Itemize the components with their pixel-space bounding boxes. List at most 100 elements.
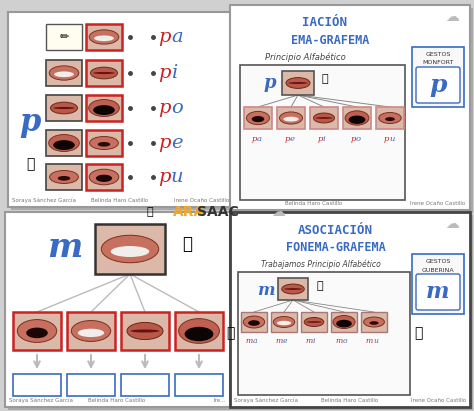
- Bar: [121, 374, 169, 396]
- Ellipse shape: [89, 169, 119, 185]
- Text: 🤜: 🤜: [226, 326, 234, 340]
- Text: Irene Ocaño Castillo: Irene Ocaño Castillo: [411, 398, 466, 403]
- Text: FONEMA-GRAFEMA: FONEMA-GRAFEMA: [286, 240, 385, 254]
- Text: 🧒: 🧒: [182, 235, 192, 253]
- Bar: [13, 312, 61, 350]
- FancyBboxPatch shape: [416, 274, 460, 310]
- Text: Irene Ocaño Castillo: Irene Ocaño Castillo: [410, 201, 465, 206]
- Text: Belinda Haro Castillo: Belinda Haro Castillo: [285, 201, 343, 206]
- Text: a: a: [253, 337, 257, 345]
- Text: 🤛: 🤛: [414, 326, 422, 340]
- Ellipse shape: [369, 321, 379, 325]
- Text: ☁: ☁: [445, 217, 459, 231]
- Text: m: m: [426, 281, 450, 303]
- Text: p: p: [158, 28, 171, 46]
- Ellipse shape: [50, 171, 78, 183]
- Bar: [46, 164, 82, 190]
- Bar: [86, 164, 122, 190]
- Bar: [241, 312, 267, 332]
- Text: Belinda Haro Castillo: Belinda Haro Castillo: [91, 198, 149, 203]
- Bar: [376, 107, 404, 129]
- Ellipse shape: [385, 117, 395, 121]
- Ellipse shape: [313, 113, 335, 123]
- Ellipse shape: [93, 72, 115, 74]
- Ellipse shape: [49, 66, 79, 80]
- Ellipse shape: [316, 117, 332, 119]
- Text: e: e: [283, 337, 288, 345]
- Text: m: m: [336, 337, 343, 345]
- Text: a: a: [257, 135, 262, 143]
- Text: p: p: [383, 135, 389, 143]
- Text: i: i: [313, 337, 316, 345]
- Ellipse shape: [304, 318, 324, 326]
- Bar: [310, 107, 338, 129]
- Bar: [95, 224, 165, 274]
- Bar: [67, 374, 115, 396]
- Text: GESTOS: GESTOS: [425, 51, 451, 56]
- Bar: [86, 60, 122, 86]
- Bar: [67, 312, 115, 350]
- FancyBboxPatch shape: [233, 215, 473, 410]
- Ellipse shape: [111, 246, 149, 257]
- Ellipse shape: [348, 115, 365, 124]
- Text: p: p: [158, 99, 171, 117]
- FancyBboxPatch shape: [240, 65, 405, 200]
- Text: 🏃: 🏃: [26, 157, 34, 171]
- Text: u: u: [171, 168, 183, 186]
- Text: Soraya Sánchez García: Soraya Sánchez García: [9, 397, 73, 403]
- Text: o: o: [356, 135, 361, 143]
- Text: ASOCIACIÓN: ASOCIACIÓN: [298, 224, 373, 236]
- Text: p: p: [158, 64, 171, 82]
- Ellipse shape: [49, 134, 79, 151]
- Ellipse shape: [248, 320, 260, 326]
- Text: GUBERINA: GUBERINA: [422, 268, 454, 272]
- Ellipse shape: [333, 316, 355, 328]
- Text: o: o: [343, 337, 347, 345]
- Text: Trabajamos Principio Alfabético: Trabajamos Principio Alfabético: [261, 259, 381, 269]
- Text: i: i: [323, 135, 326, 143]
- Text: e: e: [290, 135, 295, 143]
- Ellipse shape: [286, 78, 310, 88]
- Ellipse shape: [252, 116, 264, 122]
- Bar: [361, 312, 387, 332]
- Bar: [86, 24, 122, 50]
- Ellipse shape: [26, 328, 48, 338]
- FancyBboxPatch shape: [412, 254, 464, 314]
- Text: ARA: ARA: [173, 205, 205, 219]
- Ellipse shape: [379, 113, 401, 123]
- Text: 🧒: 🧒: [146, 207, 153, 217]
- Text: ☁: ☁: [445, 10, 459, 24]
- Text: p: p: [252, 135, 257, 143]
- Bar: [13, 374, 61, 396]
- Bar: [282, 71, 314, 95]
- FancyBboxPatch shape: [8, 12, 233, 207]
- Ellipse shape: [283, 117, 299, 122]
- Ellipse shape: [282, 284, 304, 294]
- FancyBboxPatch shape: [8, 215, 233, 410]
- Text: MONFORT: MONFORT: [422, 60, 454, 65]
- Text: e: e: [171, 134, 182, 152]
- Ellipse shape: [345, 111, 369, 125]
- Ellipse shape: [94, 35, 114, 41]
- Text: p: p: [158, 134, 171, 152]
- Bar: [175, 374, 223, 396]
- Bar: [46, 130, 82, 156]
- Ellipse shape: [273, 316, 295, 328]
- Text: Principio Alfabético: Principio Alfabético: [264, 52, 346, 62]
- FancyBboxPatch shape: [230, 212, 470, 407]
- Ellipse shape: [131, 330, 159, 332]
- Text: o: o: [171, 99, 183, 117]
- Ellipse shape: [58, 176, 70, 181]
- Ellipse shape: [364, 317, 384, 327]
- Bar: [278, 278, 308, 300]
- Ellipse shape: [96, 175, 112, 182]
- Bar: [46, 24, 82, 50]
- Text: ✏: ✏: [59, 32, 69, 42]
- Text: m: m: [306, 337, 313, 345]
- Ellipse shape: [277, 321, 291, 325]
- Ellipse shape: [78, 329, 104, 337]
- FancyBboxPatch shape: [11, 15, 236, 210]
- Ellipse shape: [306, 321, 322, 323]
- Text: p: p: [19, 106, 41, 138]
- Text: m: m: [246, 337, 253, 345]
